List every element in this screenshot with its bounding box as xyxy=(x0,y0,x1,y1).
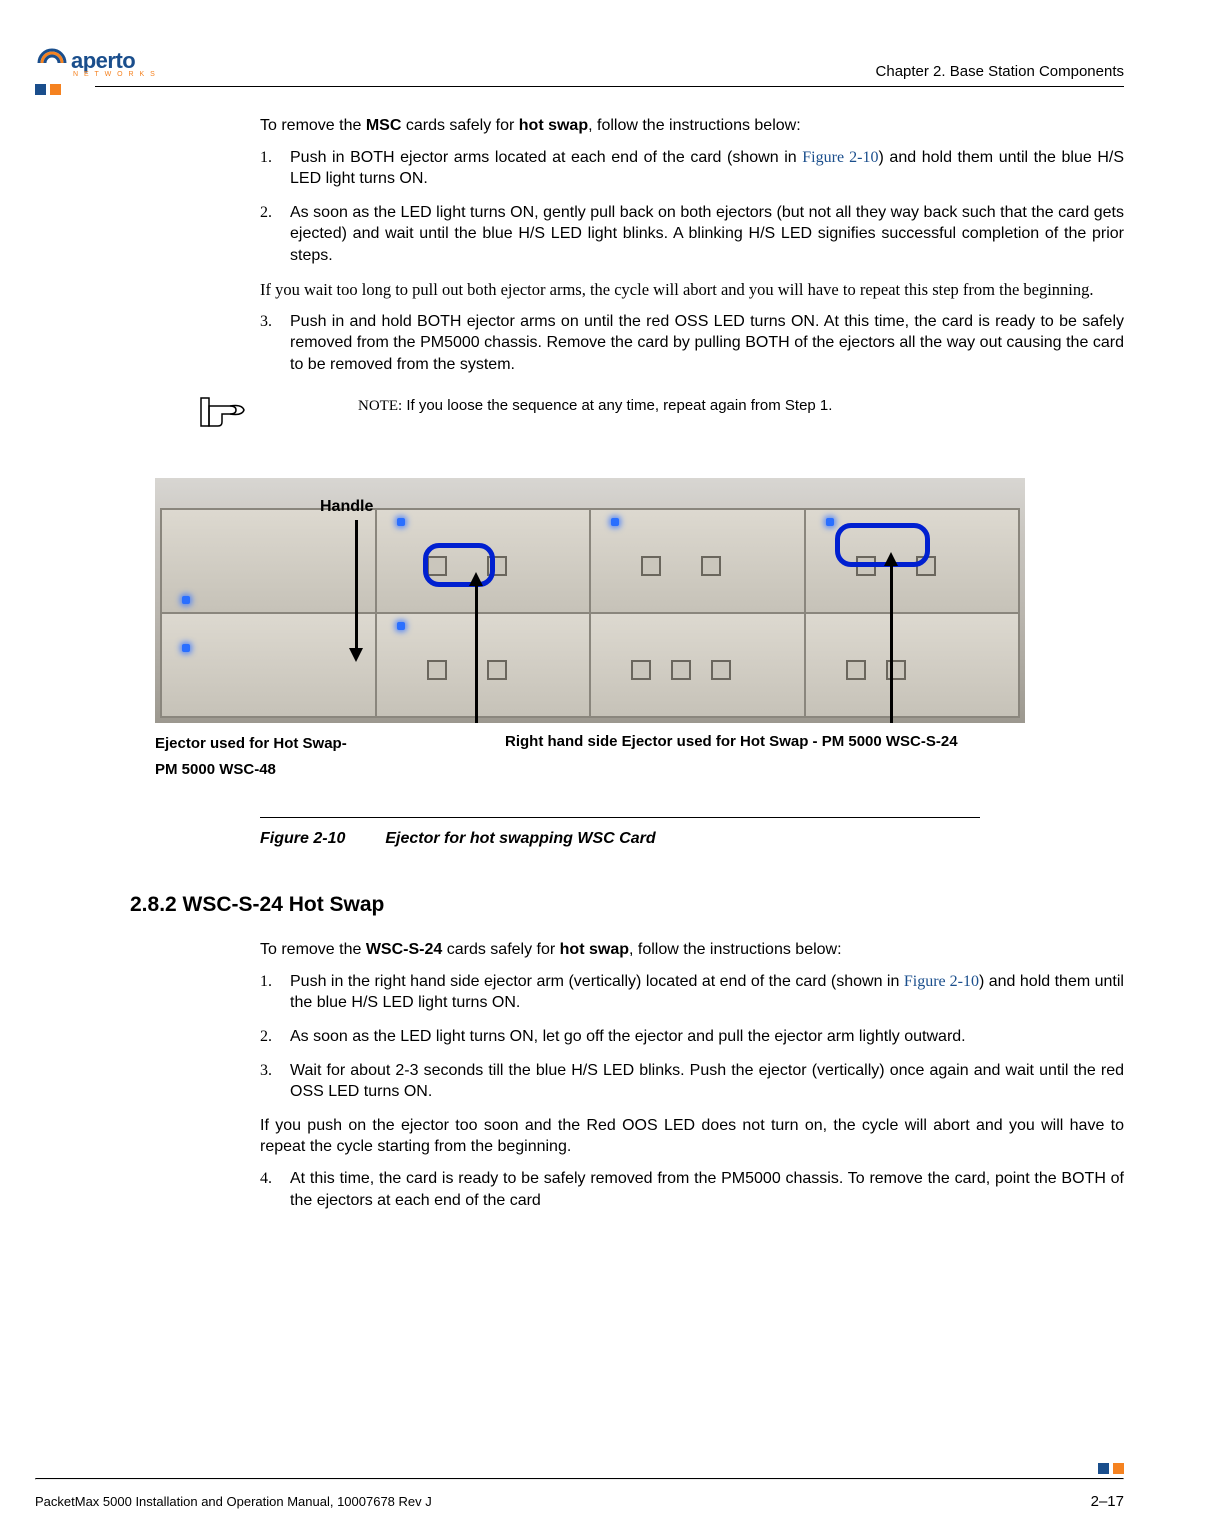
figure-2-10: Handle Ejector used for Hot Swap- PM 500… xyxy=(155,478,1025,782)
text: As soon as the LED light turns ON, let g… xyxy=(290,1028,966,1045)
page-footer: PacketMax 5000 Installation and Operatio… xyxy=(35,1493,1124,1510)
figure-ref: Figure 2-10 xyxy=(802,149,878,166)
footer-rule xyxy=(35,1478,1124,1480)
logo: aperto N E T W O R K S xyxy=(35,46,157,80)
text: Push in the right hand side ejector arm … xyxy=(290,973,904,990)
list-item: 2. As soon as the LED light turns ON, le… xyxy=(290,1026,1124,1048)
figure-label-right: Right hand side Ejector used for Hot Swa… xyxy=(505,731,1025,782)
square-orange-icon xyxy=(50,84,61,95)
text-bold: WSC-S-24 xyxy=(366,941,442,958)
note-block: NOTE: If you loose the sequence at any t… xyxy=(200,396,1124,439)
note-label: NOTE: xyxy=(358,398,402,414)
wsc-intro: To remove the WSC-S-24 cards safely for … xyxy=(260,939,1124,961)
text: As soon as the LED light turns ON, gentl… xyxy=(290,204,1124,264)
list-item: 4. At this time, the card is ready to be… xyxy=(290,1168,1124,1211)
list-item: 3. Push in and hold BOTH ejector arms on… xyxy=(290,311,1124,376)
step-number: 1. xyxy=(260,971,272,993)
text: To remove the xyxy=(260,941,366,958)
step-number: 3. xyxy=(260,311,272,333)
pointing-hand-icon xyxy=(200,392,248,439)
figure-title: Ejector for hot swapping WSC Card xyxy=(385,830,655,847)
step-number: 2. xyxy=(260,202,272,224)
text: PM 5000 WSC-48 xyxy=(155,757,435,783)
text: cards safely for xyxy=(442,941,559,958)
list-item: 1. Push in the right hand side ejector a… xyxy=(290,971,1124,1014)
wsc-steps-cont: 4. At this time, the card is ready to be… xyxy=(260,1168,1124,1211)
chapter-title: Chapter 2. Base Station Components xyxy=(876,63,1124,80)
highlight-ring-left xyxy=(423,543,495,587)
highlight-ring-right xyxy=(835,523,930,567)
text: At this time, the card is ready to be sa… xyxy=(290,1170,1124,1209)
text: Ejector used for Hot Swap- xyxy=(155,731,435,757)
handle-label: Handle xyxy=(320,498,373,516)
text-bold: hot swap xyxy=(560,941,629,958)
figure-caption-block: Figure 2-10 Ejector for hot swapping WSC … xyxy=(260,817,1124,848)
page-header: aperto N E T W O R K S Chapter 2. Base S… xyxy=(35,30,1124,80)
msc-section: To remove the MSC cards safely for hot s… xyxy=(260,115,1124,438)
wsc-section: To remove the WSC-S-24 cards safely for … xyxy=(260,939,1124,1211)
text-bold: hot swap xyxy=(519,117,588,134)
msc-steps-cont: 3. Push in and hold BOTH ejector arms on… xyxy=(260,311,1124,376)
logo-text: aperto N E T W O R K S xyxy=(71,48,157,78)
msc-steps: 1. Push in BOTH ejector arms located at … xyxy=(260,147,1124,267)
list-item: 1. Push in BOTH ejector arms located at … xyxy=(290,147,1124,190)
square-blue-icon xyxy=(1098,1463,1109,1474)
text: Push in and hold BOTH ejector arms on un… xyxy=(290,313,1124,373)
wsc-steps: 1. Push in the right hand side ejector a… xyxy=(260,971,1124,1103)
step-number: 2. xyxy=(260,1026,272,1048)
figure-label-left: Ejector used for Hot Swap- PM 5000 WSC-4… xyxy=(155,731,435,782)
page-number: 2–17 xyxy=(1091,1493,1124,1510)
header-squares xyxy=(35,84,61,95)
figure-number: Figure 2-10 xyxy=(260,830,345,847)
header-rule xyxy=(95,86,1124,87)
section-heading: 2.8.2 WSC-S-24 Hot Swap xyxy=(130,893,1124,917)
figure-rule xyxy=(260,817,980,818)
step-number: 1. xyxy=(260,147,272,169)
text: , follow the instructions below: xyxy=(629,941,842,958)
logo-main: aperto xyxy=(71,48,135,73)
square-blue-icon xyxy=(35,84,46,95)
figure-labels: Ejector used for Hot Swap- PM 5000 WSC-4… xyxy=(155,731,1025,782)
text: If you loose the sequence at any time, r… xyxy=(402,397,832,414)
msc-intro: To remove the MSC cards safely for hot s… xyxy=(260,115,1124,137)
text: , follow the instructions below: xyxy=(588,117,801,134)
note-text: NOTE: If you loose the sequence at any t… xyxy=(358,396,832,416)
figure-ref: Figure 2-10 xyxy=(904,973,979,990)
list-item: 3. Wait for about 2-3 seconds till the b… xyxy=(290,1060,1124,1103)
text: Push in BOTH ejector arms located at eac… xyxy=(290,149,802,166)
text: To remove the xyxy=(260,117,366,134)
msc-warning: If you wait too long to pull out both ej… xyxy=(260,279,1124,301)
step-number: 3. xyxy=(260,1060,272,1082)
figure-caption: Figure 2-10 Ejector for hot swapping WSC … xyxy=(260,830,1124,848)
step-number: 4. xyxy=(260,1168,272,1190)
list-item: 2. As soon as the LED light turns ON, ge… xyxy=(290,202,1124,267)
text: Wait for about 2-3 seconds till the blue… xyxy=(290,1062,1124,1101)
wsc-warning: If you push on the ejector too soon and … xyxy=(260,1115,1124,1158)
text-bold: MSC xyxy=(366,117,402,134)
hardware-photo: Handle xyxy=(155,478,1025,723)
square-orange-icon xyxy=(1113,1463,1124,1474)
text: cards safely for xyxy=(401,117,518,134)
footer-squares xyxy=(1098,1463,1124,1474)
manual-title: PacketMax 5000 Installation and Operatio… xyxy=(35,1494,432,1509)
logo-icon xyxy=(35,46,69,80)
logo-sub: N E T W O R K S xyxy=(73,71,157,78)
